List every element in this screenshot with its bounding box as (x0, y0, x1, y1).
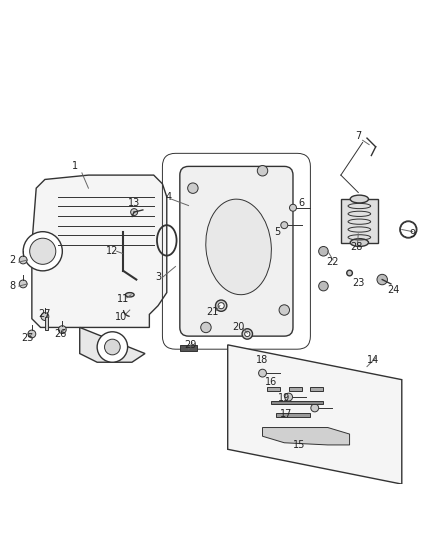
Bar (341, 199, 378, 243)
FancyBboxPatch shape (180, 166, 293, 336)
Bar (311, 387, 323, 391)
Circle shape (105, 339, 120, 355)
Circle shape (258, 369, 266, 377)
PathPatch shape (262, 427, 350, 445)
Circle shape (290, 204, 297, 211)
Ellipse shape (347, 270, 353, 276)
PathPatch shape (80, 327, 145, 362)
Text: 19: 19 (278, 393, 290, 403)
Text: 4: 4 (166, 192, 172, 202)
Circle shape (215, 300, 227, 311)
Circle shape (28, 330, 36, 338)
Ellipse shape (350, 239, 368, 246)
Bar (271, 401, 323, 403)
Text: 27: 27 (38, 309, 50, 319)
Circle shape (19, 256, 27, 264)
Circle shape (242, 329, 253, 339)
Text: 21: 21 (206, 307, 219, 317)
Circle shape (319, 246, 328, 256)
Circle shape (245, 332, 250, 336)
Text: 8: 8 (9, 281, 15, 291)
Text: 20: 20 (233, 322, 245, 333)
Circle shape (58, 326, 66, 334)
Text: 1: 1 (72, 161, 78, 172)
Text: 22: 22 (326, 257, 339, 267)
Circle shape (19, 280, 27, 288)
Ellipse shape (206, 199, 272, 295)
Circle shape (319, 281, 328, 291)
Text: 23: 23 (352, 278, 364, 288)
Circle shape (400, 222, 416, 237)
Bar (267, 387, 280, 391)
Circle shape (257, 166, 268, 176)
Circle shape (201, 322, 211, 333)
Text: 16: 16 (265, 377, 277, 387)
Text: 29: 29 (184, 340, 197, 350)
Bar (289, 387, 302, 391)
Text: 18: 18 (256, 355, 268, 365)
PathPatch shape (228, 345, 402, 484)
Circle shape (187, 183, 198, 193)
Circle shape (279, 305, 290, 315)
Circle shape (23, 232, 62, 271)
Text: 13: 13 (128, 198, 140, 208)
Text: 6: 6 (299, 198, 305, 208)
Text: 24: 24 (387, 286, 399, 295)
Circle shape (285, 393, 293, 401)
Text: 2: 2 (9, 255, 15, 265)
Text: 14: 14 (367, 355, 380, 365)
PathPatch shape (32, 175, 167, 327)
Text: 9: 9 (410, 229, 416, 239)
Circle shape (311, 404, 319, 412)
Text: 7: 7 (355, 131, 361, 141)
Bar (180, 345, 197, 351)
Text: 28: 28 (350, 242, 362, 252)
Text: 5: 5 (275, 227, 281, 237)
Text: 17: 17 (280, 409, 293, 419)
Circle shape (131, 208, 138, 215)
Text: 15: 15 (293, 440, 306, 450)
Text: 11: 11 (117, 294, 129, 304)
Circle shape (377, 274, 388, 285)
Ellipse shape (350, 195, 368, 203)
Text: 12: 12 (106, 246, 119, 256)
Ellipse shape (400, 221, 417, 238)
Text: 10: 10 (115, 312, 127, 321)
Circle shape (30, 238, 56, 264)
Circle shape (97, 332, 127, 362)
Text: 25: 25 (21, 333, 34, 343)
Text: 26: 26 (54, 329, 66, 339)
Text: 3: 3 (155, 272, 161, 282)
Circle shape (41, 313, 49, 320)
Ellipse shape (125, 293, 134, 297)
Bar (276, 413, 311, 417)
Circle shape (218, 303, 224, 309)
Bar (45, 317, 48, 329)
Circle shape (281, 222, 288, 229)
